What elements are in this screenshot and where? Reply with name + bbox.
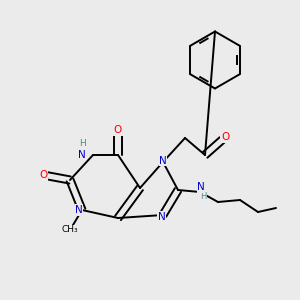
Text: O: O (114, 125, 122, 135)
Text: N: N (75, 205, 83, 215)
Text: CH₃: CH₃ (62, 226, 78, 235)
Text: H: H (79, 139, 86, 148)
Text: N: N (158, 212, 165, 221)
Text: N: N (159, 155, 167, 166)
Text: N: N (78, 150, 86, 160)
Text: O: O (221, 132, 229, 142)
Text: N: N (197, 182, 205, 193)
Text: O: O (39, 170, 47, 180)
Text: H: H (200, 192, 206, 201)
